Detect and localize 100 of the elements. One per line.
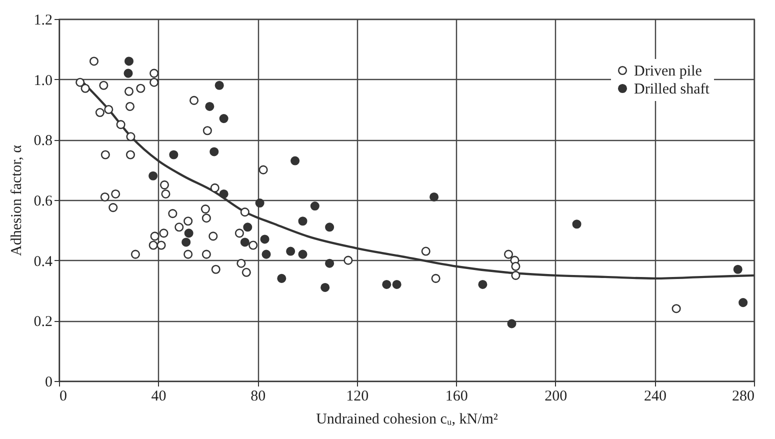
y-tick-label: 0.4 [34,254,53,270]
x-tick-label: 160 [445,388,468,404]
point [205,102,214,111]
point [572,220,582,229]
point [258,165,268,174]
point [125,102,135,111]
point [325,222,334,232]
point [214,80,224,90]
x-axis-title: Undrained cohesion cᵤ, kN/m² [316,412,498,428]
point [184,250,193,259]
point [430,192,439,202]
point [236,258,246,268]
point [130,250,140,259]
point [234,228,244,238]
point [136,84,146,93]
point [290,156,300,166]
point [148,240,158,250]
point [255,198,264,208]
point [150,232,160,241]
point [243,222,252,232]
legend-label: Drilled shaft [634,82,710,98]
point [478,280,488,289]
point [116,120,126,130]
point [219,189,228,198]
y-tick-label: 0.2 [34,314,52,330]
point [240,208,250,217]
point [392,280,402,289]
point [184,216,193,226]
point [161,189,170,198]
point [210,183,220,192]
point [184,228,194,238]
point [248,240,258,250]
point [511,270,520,280]
y-tick-label: 0.8 [34,133,52,150]
point [150,68,159,78]
point [100,150,110,160]
point [108,203,118,212]
point [159,228,168,238]
point [344,256,353,265]
y-axis-title: Adhesion factor, α [8,144,25,256]
point [242,268,251,277]
legend-label: Driven pile [634,64,702,80]
point [156,240,166,250]
point [182,238,191,247]
point [160,180,170,190]
point [298,216,308,226]
point [219,114,228,124]
point [76,78,85,87]
point [298,250,308,259]
point [286,246,296,256]
x-tick-label: 40 [151,388,166,404]
point [421,246,430,256]
point [511,262,520,271]
point [190,96,199,105]
point [111,189,120,198]
x-tick-label: 80 [250,388,266,404]
point [672,304,681,314]
point [431,274,440,283]
point [310,202,320,211]
point [126,150,136,160]
y-tick-label: 1.0 [34,72,52,89]
point [126,132,136,142]
point [148,171,158,180]
point [169,150,178,160]
point [260,234,270,244]
point [262,250,271,259]
point [325,258,334,268]
x-tick-label: 200 [544,388,568,404]
point [733,264,742,274]
point [320,282,330,292]
y-tick-label: 0.6 [34,194,53,210]
point [202,250,211,259]
point [124,56,134,66]
point [200,204,210,214]
point [382,280,392,289]
point [211,264,220,274]
point [89,56,99,66]
point [202,126,212,136]
point [104,104,114,114]
y-tick-label: 1.2 [34,12,52,28]
point [240,238,250,247]
x-tick-label: 240 [644,388,666,404]
point [202,214,211,223]
point [150,78,159,87]
point [738,298,748,308]
y-tick-label: 0 [45,374,52,390]
point [174,222,184,232]
point [99,80,108,90]
point [210,147,219,156]
point [124,86,134,96]
point [208,232,218,241]
x-tick-label: 0 [60,388,67,404]
point [95,108,104,118]
point [80,84,90,93]
point [504,250,514,259]
point [100,192,110,202]
x-tick-label: 280 [732,388,754,404]
point [168,209,178,218]
point [507,319,516,328]
x-tick-label: 120 [346,388,369,404]
